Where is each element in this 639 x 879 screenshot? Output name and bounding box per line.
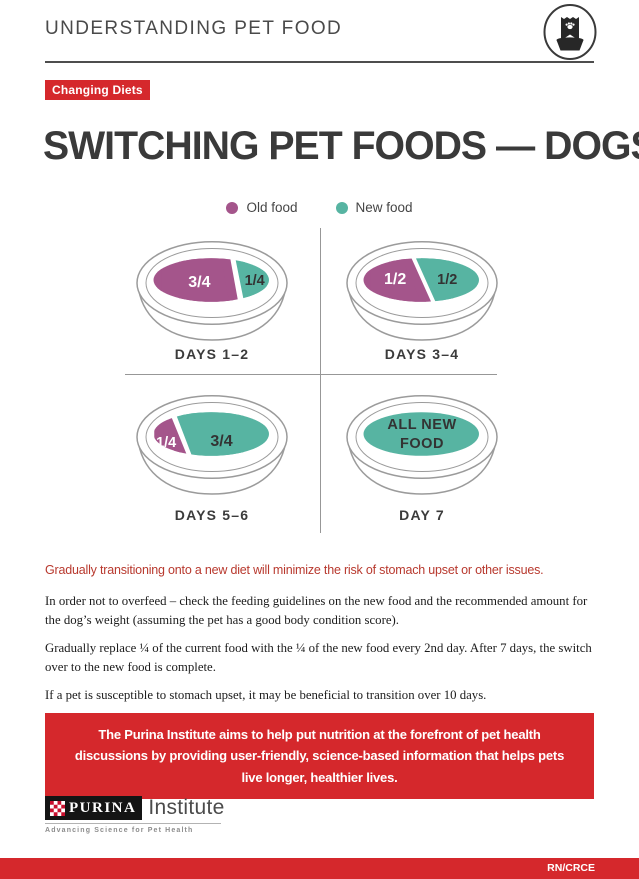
section-badge: Changing Diets: [45, 80, 150, 100]
page-header-title: UNDERSTANDING PET FOOD: [45, 18, 343, 39]
body-paragraph-3: If a pet is susceptible to stomach upset…: [45, 687, 487, 702]
new-food-dot: [335, 201, 348, 214]
new-food-portion: [363, 412, 479, 456]
header-divider: [45, 61, 594, 63]
bowl-diagram-days-3-4: 1/2 1/2: [343, 238, 501, 344]
all-new-food-label: ALL NEW FOOD: [387, 417, 457, 453]
legend: Old food New food: [0, 200, 639, 215]
grid-vertical-divider: [320, 228, 321, 533]
footer-code: RN/CRCE: [547, 862, 595, 874]
legend-new-food-label: New food: [355, 200, 413, 215]
legend-item-old-food: Old food: [226, 200, 298, 215]
body-text: In order not to overfeed – check the fee…: [45, 592, 599, 714]
highlight-sentence: Gradually transitioning onto a new diet …: [45, 563, 544, 577]
bowl-caption-days-1-2: DAYS 1–2: [174, 346, 250, 362]
legend-item-new-food: New food: [335, 200, 413, 215]
purina-brand-text: PURINA: [69, 799, 137, 816]
logo-tagline: Advancing Science for Pet Health: [45, 827, 194, 834]
bowl-diagram-days-1-2: 3/4 1/4: [133, 238, 291, 344]
purina-wordmark-box: PURINA: [45, 796, 143, 820]
new-food-portion: [416, 258, 479, 302]
new-food-portion: [235, 258, 269, 302]
bowl-caption-day-7: DAY 7: [399, 507, 445, 523]
old-food-fraction-label: 1/2: [384, 271, 407, 289]
page-title: SWITCHING PET FOODS — DOGS: [43, 124, 639, 168]
bowl-caption-days-5-6: DAYS 5–6: [174, 507, 250, 523]
old-food-fraction-label: 1/4: [156, 434, 177, 451]
body-paragraph-2: Gradually replace ¼ of the current food …: [45, 640, 592, 674]
bowl-diagram-days-5-6: 1/4 3/4: [133, 392, 291, 498]
new-food-fraction-label: 3/4: [210, 432, 233, 450]
new-food-portion: [175, 412, 269, 456]
old-food-fraction-label: 3/4: [188, 273, 211, 291]
footer-bar: RN/CRCE: [0, 858, 639, 879]
pet-food-bag-and-bowl-icon: [543, 3, 597, 66]
bowl-caption-days-3-4: DAYS 3–4: [384, 346, 460, 362]
mission-callout-box: The Purina Institute aims to help put nu…: [45, 713, 594, 800]
body-paragraph-1: In order not to overfeed – check the fee…: [45, 594, 588, 627]
legend-old-food-label: Old food: [246, 200, 298, 215]
old-food-dot: [226, 201, 239, 214]
bowl-diagram-day-7: ALL NEW FOOD: [343, 392, 501, 498]
institute-text: Institute: [148, 796, 225, 819]
logo-divider: [45, 823, 221, 824]
new-food-fraction-label: 1/2: [437, 272, 458, 289]
old-food-portion: [153, 258, 239, 302]
grid-horizontal-divider: [125, 374, 497, 375]
new-food-fraction-label: 1/4: [244, 273, 265, 290]
purina-institute-logo: PURINA Institute Advancing Science for P…: [45, 796, 225, 834]
purina-checkerboard-icon: [50, 800, 65, 816]
